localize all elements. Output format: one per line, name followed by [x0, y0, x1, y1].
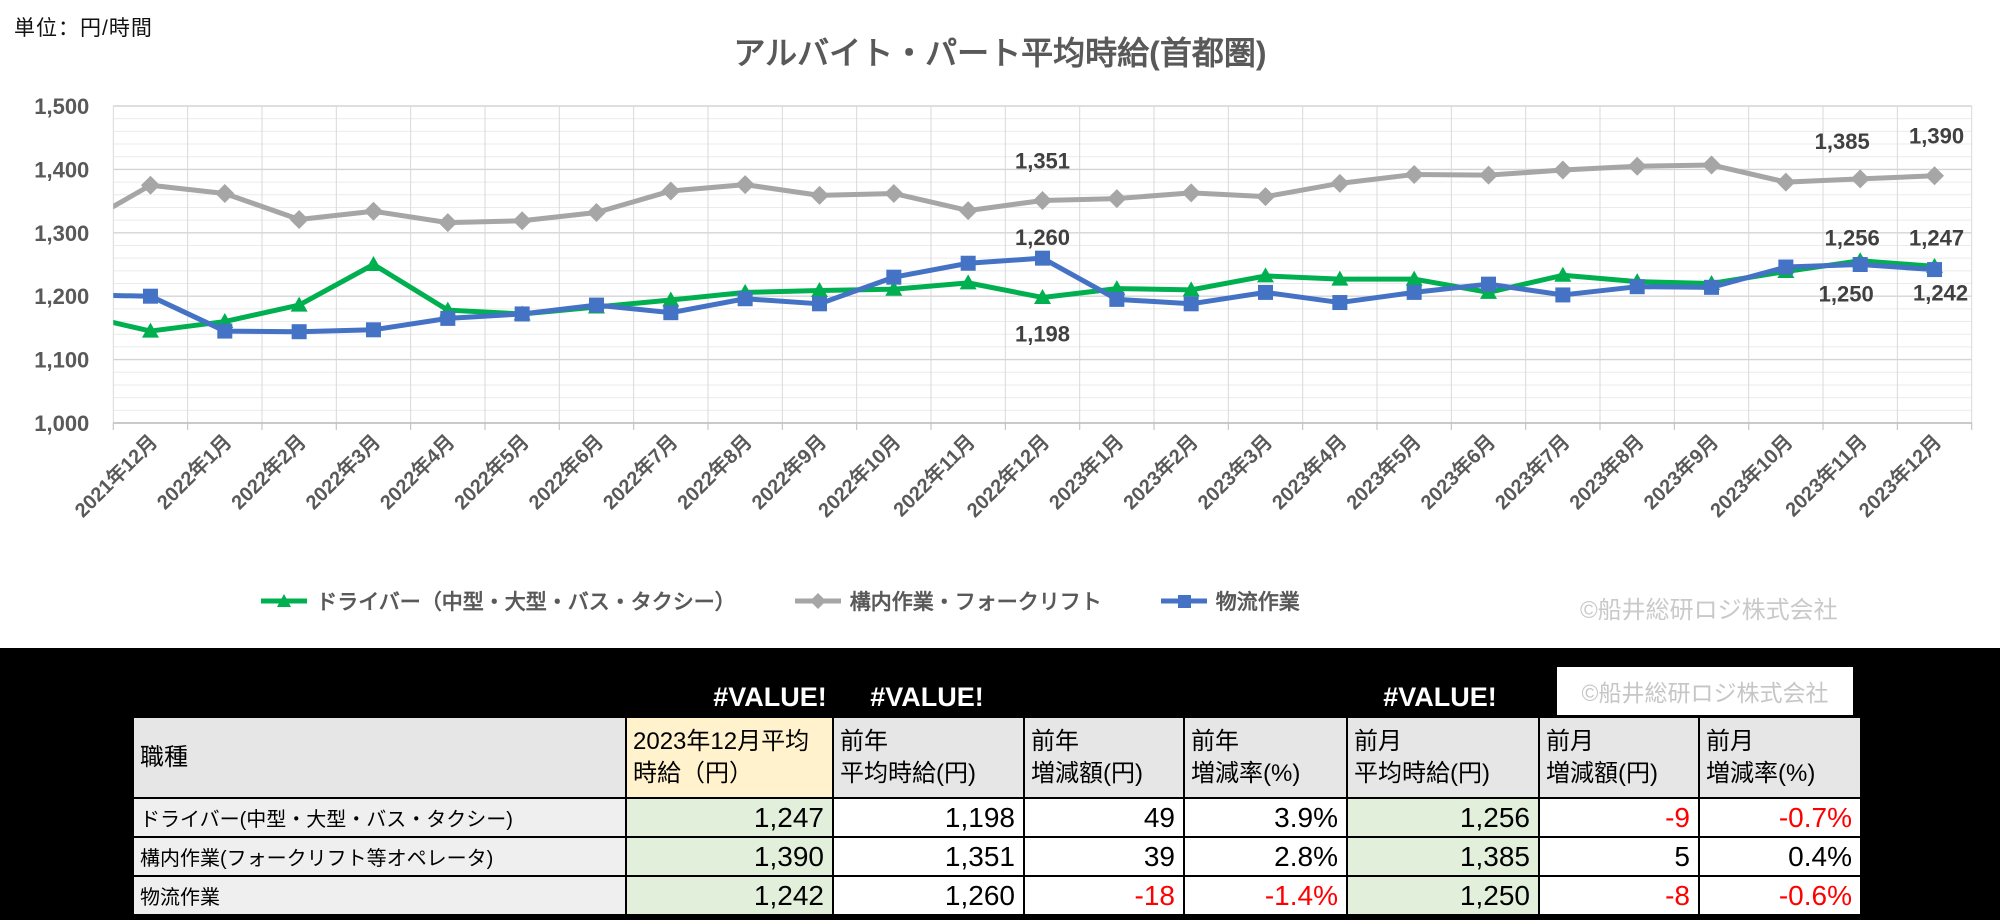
legend-item-0: ドライバー（中型・大型・バス・タクシー）	[260, 586, 736, 616]
unit-label: 単位：円/時間	[14, 17, 153, 40]
value-cell: 1,351	[832, 836, 1025, 877]
column-header-5: 前月 平均時給(円)	[1346, 716, 1540, 799]
watermark-box-text: ©船井総研ロジ株式会社	[1581, 680, 1829, 706]
legend-label-1: 構内作業・フォークリフト	[849, 591, 1102, 614]
table-row-0: ドライバー(中型・大型・バス・タクシー) 1,247 1,198 49 3.9% 1,25…	[132, 797, 1862, 838]
value-cell: -0.7%	[1698, 797, 1862, 838]
value-cell: 3.9%	[1183, 797, 1348, 838]
legend-triangle-marker-icon	[261, 594, 308, 607]
data-label: 1,385	[1815, 129, 1870, 154]
value-error-badge: #VALUE!	[713, 682, 827, 712]
watermark-box: ©船井総研ロジ株式会社	[1557, 667, 1853, 715]
value-cell: 1,260	[832, 875, 1025, 916]
y-tick-label: 1,500	[34, 94, 89, 119]
y-tick-label: 1,400	[34, 157, 89, 182]
data-label: 1,351	[1015, 148, 1070, 173]
job-category-cell: ドライバー(中型・大型・バス・タクシー)	[132, 797, 627, 838]
column-header-3: 前年 増減額(円)	[1023, 716, 1185, 799]
chart-watermark: ©船井総研ロジ株式会社	[1580, 597, 1838, 624]
series-0-line	[113, 252, 1944, 338]
value-cell: -8	[1538, 875, 1700, 916]
legend-square-marker-icon	[1160, 595, 1207, 608]
column-header-1: 2023年12月平均 時給（円）	[625, 716, 834, 799]
data-labels: 1,198 1,256 1,247 1,351 1,385 1,390 1,260 1,250…	[1015, 124, 1968, 347]
x-tick-label: 2022年2月	[226, 430, 311, 515]
x-tick-label: 2022年5月	[449, 430, 534, 515]
legend-label-0: ドライバー（中型・大型・バス・タクシー）	[316, 591, 736, 614]
data-label: 1,198	[1015, 321, 1070, 346]
data-label: 1,242	[1913, 281, 1968, 306]
value-cell: 1,256	[1346, 797, 1540, 838]
value-cell: 1,390	[625, 836, 834, 877]
value-error-badge: #VALUE!	[870, 682, 984, 712]
value-cell: 0.4%	[1698, 836, 1862, 877]
x-tick-label: 2023年7月	[1490, 430, 1575, 515]
value-cell: -9	[1538, 797, 1700, 838]
x-tick-label: 2022年1月	[152, 430, 237, 515]
data-label: 1,250	[1819, 282, 1874, 307]
x-tick-label: 2023年5月	[1341, 430, 1426, 515]
x-tick-label: 2023年6月	[1415, 430, 1500, 515]
x-tick-label: 2022年4月	[375, 430, 460, 515]
value-cell: -0.6%	[1698, 875, 1862, 916]
value-cell: 39	[1023, 836, 1185, 877]
series-2-line	[113, 250, 1943, 340]
value-cell: 1,250	[1346, 875, 1540, 916]
chart-title: アルバイト・パート平均時給(首都圏)	[733, 35, 1267, 71]
legend-label-2: 物流作業	[1215, 591, 1300, 614]
column-header-0: 職種	[132, 716, 627, 799]
column-header-6: 前月 増減額(円)	[1538, 716, 1700, 799]
chart-legend: ドライバー（中型・大型・バス・タクシー） 構内作業・フォークリフト 物流作業	[0, 586, 1560, 616]
table-row-2: 物流作業 1,242 1,260 -18 -1.4% 1,250 -8 -0.6%	[132, 875, 1862, 916]
column-header-7: 前月 増減率(%)	[1698, 716, 1862, 799]
plot-area	[113, 155, 1945, 340]
x-tick-label: 2022年8月	[672, 430, 757, 515]
value-cell: 1,242	[625, 875, 834, 916]
value-cell: 1,198	[832, 797, 1025, 838]
wage-summary-table: 職種 2023年12月平均 時給（円） 前年 平均時給(円) 前年 増減額(円) 前年 増減率(…	[132, 716, 1862, 916]
data-label: 1,260	[1015, 225, 1070, 250]
x-tick-label: 2022年6月	[523, 430, 608, 515]
y-tick-label: 1,200	[34, 284, 89, 309]
data-label: 1,256	[1825, 226, 1880, 251]
value-cell: -18	[1023, 875, 1185, 916]
y-axis-labels: 1,000 1,100 1,200 1,300 1,400 1,500	[34, 94, 89, 436]
job-category-cell: 物流作業	[132, 875, 627, 916]
value-error-badge: #VALUE!	[1383, 682, 1497, 712]
legend-item-2: 物流作業	[1160, 586, 1300, 616]
value-cell: 1,247	[625, 797, 834, 838]
data-label: 1,390	[1909, 124, 1964, 149]
x-tick-label: 2023年2月	[1118, 430, 1203, 515]
x-tick-label: 2023年4月	[1267, 430, 1352, 515]
value-cell: 5	[1538, 836, 1700, 877]
x-tick-label: 2023年3月	[1192, 430, 1277, 515]
gridlines	[112, 105, 1973, 430]
x-tick-label: 2022年7月	[598, 430, 683, 515]
column-header-4: 前年 増減率(%)	[1183, 716, 1348, 799]
job-category-cell: 構内作業(フォークリフト等オペレータ)	[132, 836, 627, 877]
x-tick-label: 2021年12月	[70, 430, 162, 522]
hourly-wage-line-chart: 1,0001,1001,2001,3001,4001,5002021年12月20…	[34, 94, 1973, 522]
value-cell: 1,385	[1346, 836, 1540, 877]
legend-diamond-marker-icon	[794, 593, 841, 609]
x-axis-labels: 2021年12月2022年1月2022年2月2022年3月2022年4月2022…	[70, 430, 1947, 522]
x-tick-label: 2023年8月	[1564, 430, 1649, 515]
series-1-line	[113, 155, 1945, 233]
value-cell: -1.4%	[1183, 875, 1348, 916]
value-cell: 49	[1023, 797, 1185, 838]
value-cell: 2.8%	[1183, 836, 1348, 877]
x-tick-label: 2023年1月	[1044, 430, 1129, 515]
table-row-1: 構内作業(フォークリフト等オペレータ) 1,390 1,351 39 2.8% 1,385…	[132, 836, 1862, 877]
x-tick-label: 2022年3月	[300, 430, 385, 515]
column-header-2: 前年 平均時給(円)	[832, 716, 1025, 799]
y-tick-label: 1,300	[34, 221, 89, 246]
legend-item-1: 構内作業・フォークリフト	[794, 586, 1102, 616]
data-label: 1,247	[1909, 225, 1964, 250]
y-tick-label: 1,100	[34, 348, 89, 373]
y-tick-label: 1,000	[34, 411, 89, 436]
